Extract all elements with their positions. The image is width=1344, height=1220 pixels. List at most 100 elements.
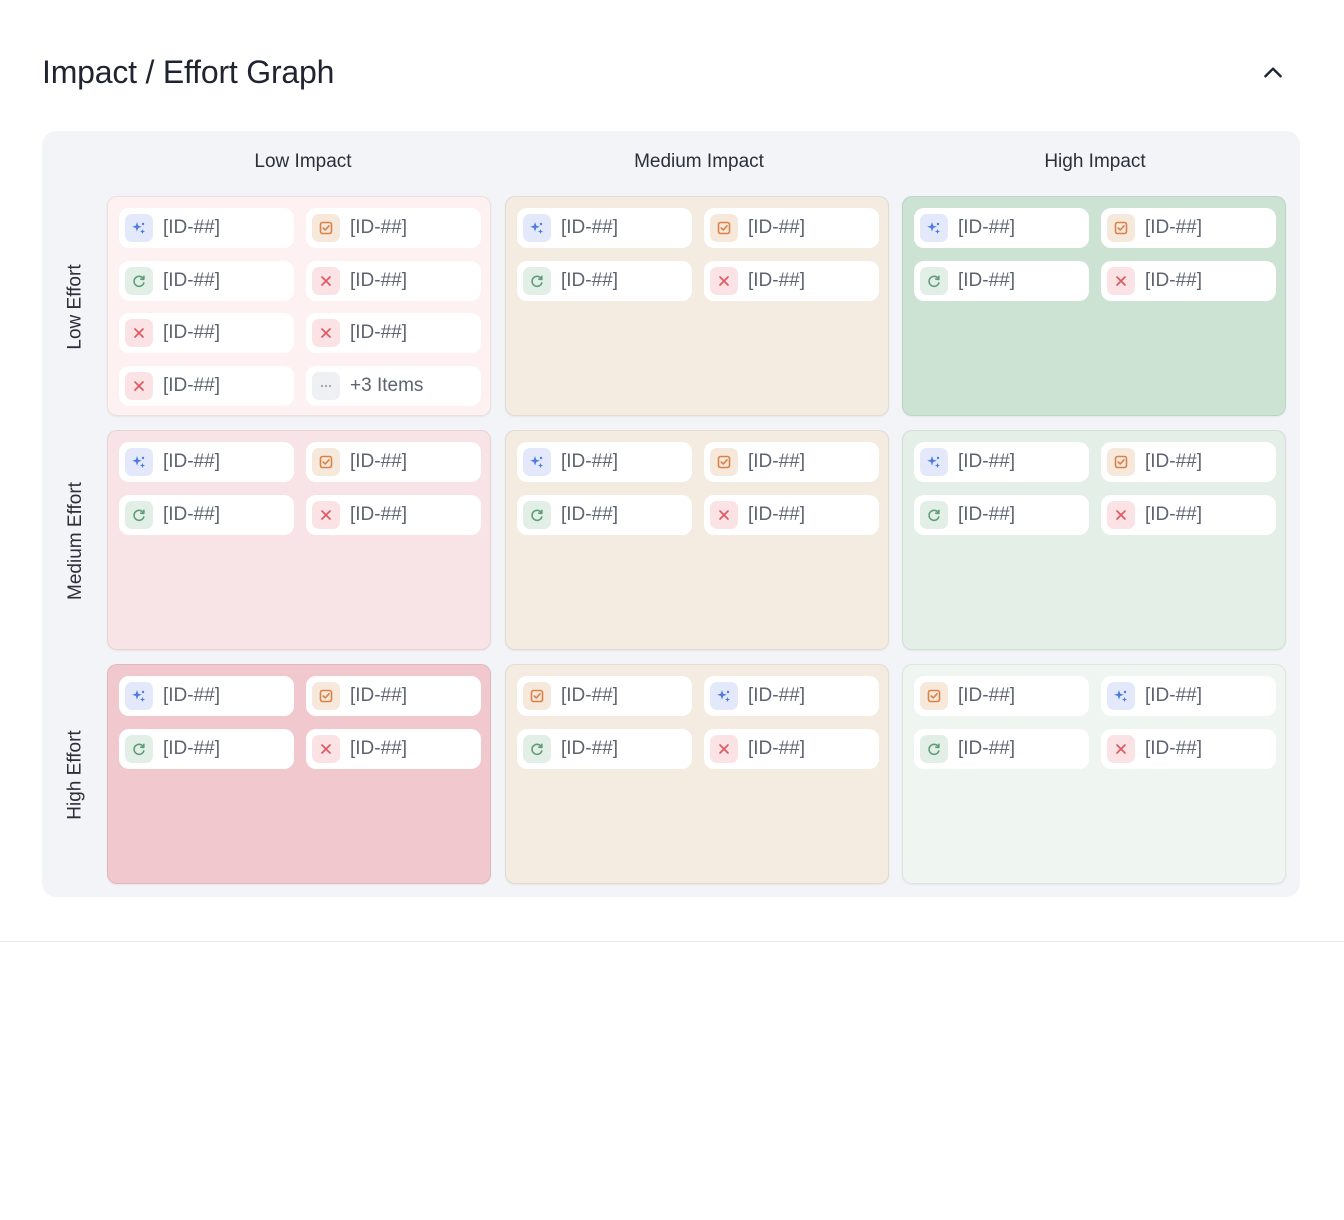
item-chip[interactable]: [ID-##] xyxy=(1101,260,1276,301)
item-chip[interactable]: [ID-##] xyxy=(1101,676,1276,716)
item-chip[interactable]: [ID-##] xyxy=(119,365,294,406)
cell-low-effort-medium-impact: [ID-##] [ID-##] [ID-##] [ID-##] xyxy=(505,196,889,416)
refresh-icon xyxy=(125,734,153,763)
item-label: [ID-##] xyxy=(350,269,408,291)
sparkle-icon xyxy=(523,448,551,476)
item-chip[interactable]: [ID-##] xyxy=(517,676,692,716)
item-chip[interactable]: [ID-##] xyxy=(306,442,481,482)
item-label: [ID-##] xyxy=(163,322,221,343)
section-header: Impact / Effort Graph xyxy=(42,50,1302,98)
item-label: [ID-##] xyxy=(1145,685,1203,706)
refresh-icon xyxy=(125,266,153,295)
check-square-icon xyxy=(710,214,738,242)
close-icon xyxy=(710,266,738,295)
item-label: [ID-##] xyxy=(1145,269,1203,291)
item-chip[interactable]: [ID-##] xyxy=(1101,208,1276,248)
refresh-icon xyxy=(523,734,551,763)
sparkle-icon xyxy=(125,214,153,242)
item-label: [ID-##] xyxy=(163,737,221,759)
item-chip[interactable]: [ID-##] xyxy=(914,494,1089,535)
item-chip[interactable]: [ID-##] xyxy=(1101,728,1276,769)
item-label: [ID-##] xyxy=(163,451,221,472)
close-icon xyxy=(312,734,340,763)
item-label: [ID-##] xyxy=(350,503,408,525)
item-chip[interactable]: [ID-##] xyxy=(517,494,692,535)
item-label: [ID-##] xyxy=(958,685,1016,706)
item-label: [ID-##] xyxy=(350,322,408,343)
item-chip[interactable]: [ID-##] xyxy=(1101,494,1276,535)
refresh-icon xyxy=(920,266,948,295)
item-label: +3 Items xyxy=(350,374,424,396)
item-chip[interactable]: [ID-##] xyxy=(306,676,481,716)
item-label: [ID-##] xyxy=(350,737,408,759)
item-chip[interactable]: [ID-##] xyxy=(914,728,1089,769)
impact-effort-matrix: Low Impact Medium Impact High Impact Low… xyxy=(42,131,1300,897)
check-square-icon xyxy=(1107,448,1135,476)
item-chip[interactable]: [ID-##] xyxy=(704,442,879,482)
item-chip[interactable]: [ID-##] xyxy=(119,728,294,769)
item-label: [ID-##] xyxy=(1145,217,1203,238)
item-chip[interactable]: [ID-##] xyxy=(704,494,879,535)
item-chip[interactable]: [ID-##] xyxy=(914,208,1089,248)
sparkle-icon xyxy=(1107,682,1135,710)
item-chip[interactable]: [ID-##] xyxy=(119,494,294,535)
collapse-button[interactable] xyxy=(1258,58,1288,88)
item-chip[interactable]: [ID-##] xyxy=(517,728,692,769)
item-label: [ID-##] xyxy=(163,374,221,396)
item-chip[interactable]: [ID-##] xyxy=(306,313,481,353)
item-chip[interactable]: [ID-##] xyxy=(704,208,879,248)
item-label: [ID-##] xyxy=(958,217,1016,238)
item-chip[interactable]: [ID-##] xyxy=(914,442,1089,482)
item-label: [ID-##] xyxy=(561,685,619,706)
item-label: [ID-##] xyxy=(561,737,619,759)
item-chip[interactable]: [ID-##] xyxy=(119,208,294,248)
item-chip[interactable]: [ID-##] xyxy=(704,728,879,769)
item-label: [ID-##] xyxy=(748,685,806,706)
column-header-medium-impact: Medium Impact xyxy=(634,151,764,172)
item-label: [ID-##] xyxy=(163,503,221,525)
more-items-chip[interactable]: +3 Items xyxy=(306,365,481,406)
close-icon xyxy=(1107,266,1135,295)
item-label: [ID-##] xyxy=(1145,737,1203,759)
item-chip[interactable]: [ID-##] xyxy=(914,676,1089,716)
check-square-icon xyxy=(312,448,340,476)
item-label: [ID-##] xyxy=(163,217,221,238)
sparkle-icon xyxy=(125,682,153,710)
item-chip[interactable]: [ID-##] xyxy=(517,208,692,248)
item-label: [ID-##] xyxy=(350,217,408,238)
item-label: [ID-##] xyxy=(561,451,619,472)
cell-medium-effort-low-impact: [ID-##] [ID-##] [ID-##] [ID-##] xyxy=(107,430,491,650)
item-chip[interactable]: [ID-##] xyxy=(1101,442,1276,482)
item-label: [ID-##] xyxy=(958,737,1016,759)
item-label: [ID-##] xyxy=(163,269,221,291)
item-label: [ID-##] xyxy=(561,269,619,291)
item-chip[interactable]: [ID-##] xyxy=(914,260,1089,301)
more-icon xyxy=(312,371,340,400)
check-square-icon xyxy=(1107,214,1135,242)
item-chip[interactable]: [ID-##] xyxy=(119,313,294,353)
check-square-icon xyxy=(312,214,340,242)
item-chip[interactable]: [ID-##] xyxy=(119,442,294,482)
item-chip[interactable]: [ID-##] xyxy=(306,260,481,301)
item-chip[interactable]: [ID-##] xyxy=(704,260,879,301)
item-label: [ID-##] xyxy=(350,685,408,706)
item-chip[interactable]: [ID-##] xyxy=(306,208,481,248)
item-label: [ID-##] xyxy=(350,451,408,472)
row-header-low-effort: Low Effort xyxy=(62,196,90,418)
item-label: [ID-##] xyxy=(163,685,221,706)
item-label: [ID-##] xyxy=(561,217,619,238)
item-chip[interactable]: [ID-##] xyxy=(704,676,879,716)
column-header-high-impact: High Impact xyxy=(1044,151,1146,172)
item-label: [ID-##] xyxy=(958,269,1016,291)
item-chip[interactable]: [ID-##] xyxy=(517,260,692,301)
close-icon xyxy=(312,319,340,347)
item-label: [ID-##] xyxy=(748,269,806,291)
item-chip[interactable]: [ID-##] xyxy=(306,494,481,535)
item-chip[interactable]: [ID-##] xyxy=(119,260,294,301)
item-chip[interactable]: [ID-##] xyxy=(306,728,481,769)
close-icon xyxy=(1107,734,1135,763)
cell-low-effort-high-impact: [ID-##] [ID-##] [ID-##] [ID-##] xyxy=(902,196,1286,416)
item-chip[interactable]: [ID-##] xyxy=(119,676,294,716)
item-chip[interactable]: [ID-##] xyxy=(517,442,692,482)
refresh-icon xyxy=(920,734,948,763)
